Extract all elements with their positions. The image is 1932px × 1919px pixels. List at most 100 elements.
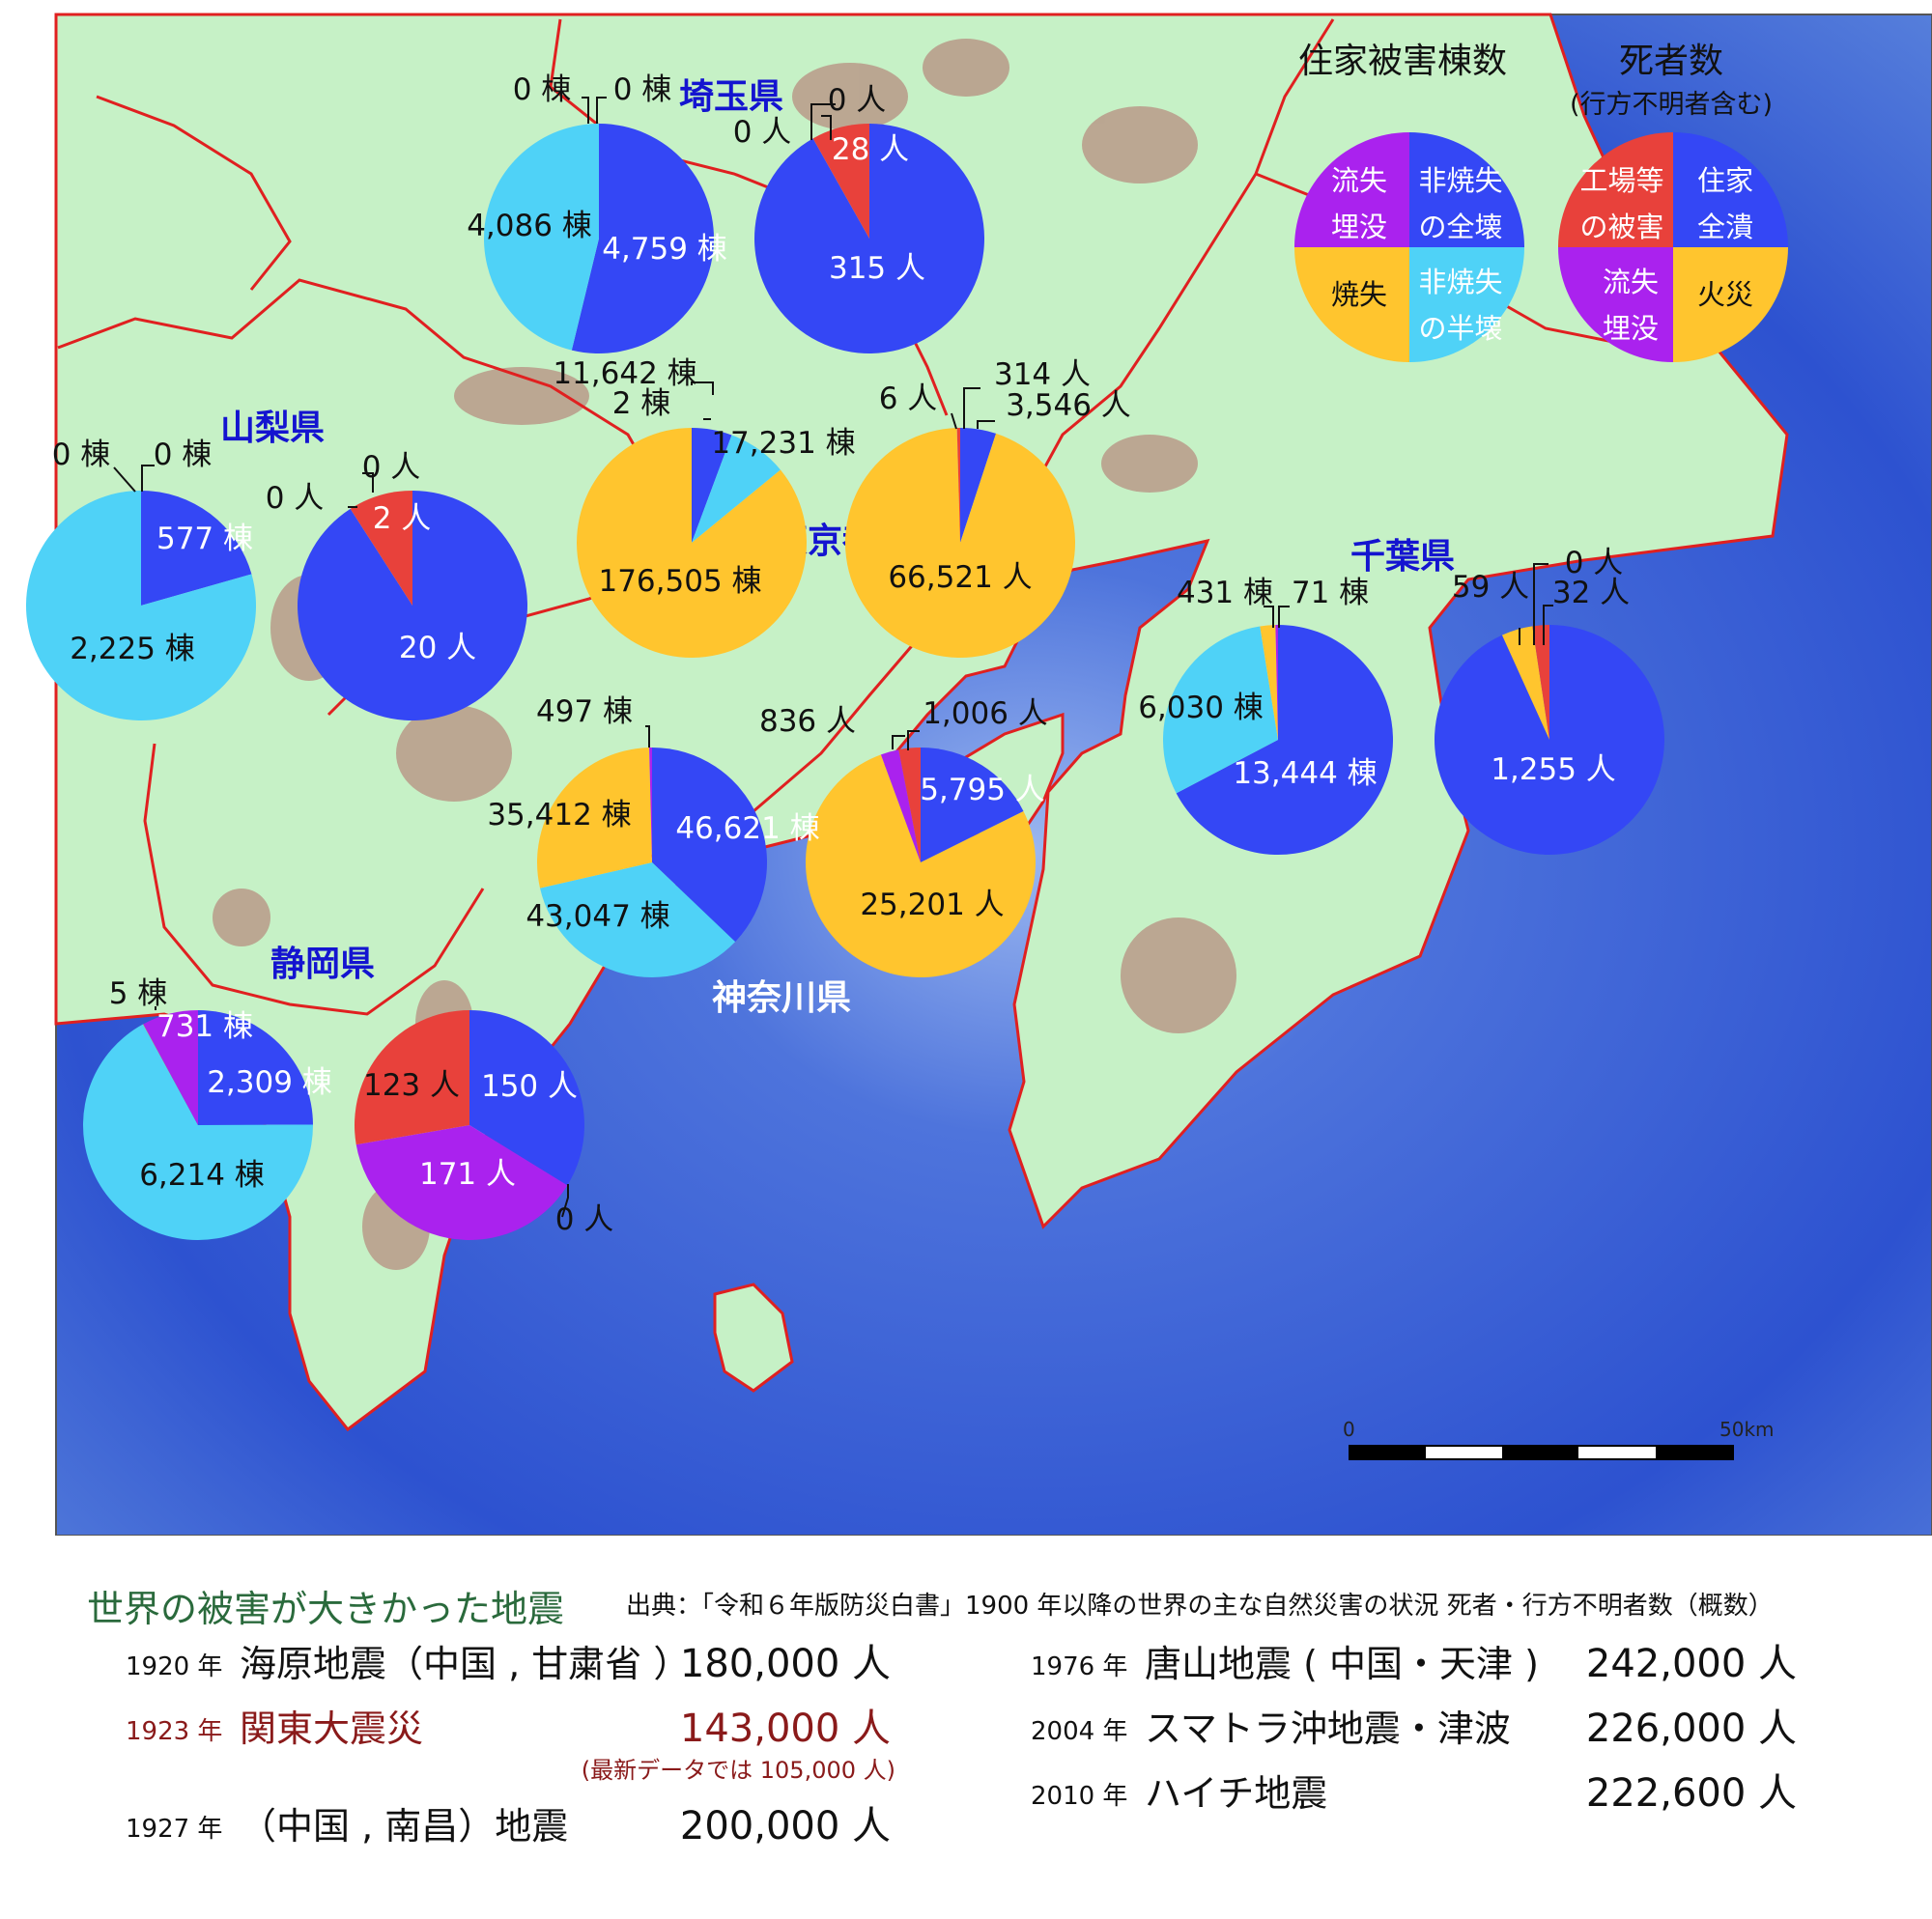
pie-label-2-deaths-fire: 66,521 人 (888, 560, 1032, 595)
pie-slice-4-d-factory (898, 748, 921, 862)
pie-slice-2-d-collapse (960, 428, 997, 543)
legend-deaths-se-1: 火災 (1697, 278, 1753, 311)
prefecture-names: 埼玉県 山梨県 東京都 千葉県 神奈川県 静岡県 (220, 77, 1455, 1018)
leader-line-14 (1278, 606, 1290, 628)
pie-label-3-deaths-collapse: 1,255 人 (1491, 752, 1616, 787)
leader-line-19 (892, 735, 905, 749)
pie-label-3-housing-fire: 431 棟 (1177, 576, 1273, 610)
pie-slice-4-d-fire (806, 754, 1036, 977)
pie-charts (26, 124, 1664, 1240)
pie-label-0-deaths-collapse: 315 人 (829, 251, 925, 286)
pie-slice-4-h-collapse (652, 748, 767, 943)
pie-label-5-deaths-factory: 123 人 (363, 1068, 460, 1103)
pie-slice-3-h-half (1163, 626, 1278, 794)
pie-label-5-housing-fire: 5 棟 (109, 976, 168, 1011)
pie-slice-4-h-fire (537, 748, 652, 889)
pie-label-2-deaths-flood: 6 人 (879, 381, 938, 416)
leader-line-3 (810, 103, 836, 140)
world-right-1-name: スマトラ沖地震・津波 (1145, 1707, 1511, 1750)
pie-label-2-housing-fire: 176,505 棟 (598, 564, 761, 599)
pie-label-5-deaths-flood: 171 人 (419, 1157, 516, 1192)
pie-labels: 4,759 棟 4,086 棟 0 棟 0 棟 315 人 28 人 0 人 0 人 577 棟… (52, 72, 1630, 1237)
pie-slice-3-h-flood (1275, 625, 1278, 740)
pie-label-1-deaths-flood: 0 人 (362, 450, 421, 485)
pie-label-2-deaths-factory: 314 人 (994, 357, 1091, 392)
legend-deaths-nw-2: の被害 (1579, 211, 1663, 243)
pie-slice-1-d-collapse (298, 491, 528, 720)
pie-label-3-housing-flood: 71 棟 (1292, 576, 1369, 610)
pie-label-5-deaths-fire: 0 人 (555, 1202, 614, 1237)
pie-label-3-deaths-flood: 0 人 (1565, 546, 1624, 580)
pie-label-1-housing-collapse: 577 棟 (156, 522, 253, 556)
legend-housing-ne (1409, 132, 1524, 247)
scale-bar: 0 50km (1343, 1418, 1775, 1460)
legend-housing-title: 住家被害棟数 (1298, 42, 1507, 81)
legend-housing-sw-1: 焼失 (1331, 278, 1387, 311)
pie-slice-3-d-fire (1501, 626, 1549, 740)
pie-slice-2-d-fire (845, 428, 1076, 659)
pie-label-5-housing-half: 6,214 棟 (139, 1158, 265, 1193)
world-right-0-deaths: 242,000 人 (1585, 1642, 1797, 1686)
pie-label-4-deaths-factory: 1,006 人 (923, 696, 1048, 731)
pie-label-5-deaths-collapse: 150 人 (481, 1069, 578, 1104)
legend-deaths-ne-2: 全潰 (1697, 211, 1753, 243)
pie-label-4-housing-collapse: 46,621 棟 (675, 811, 819, 846)
world-left-0-name: 海原地震（中国 , 甘粛省 ） (240, 1643, 691, 1685)
pie-slice-5-h-half (83, 1024, 313, 1240)
pie-label-5-housing-collapse: 2,309 棟 (207, 1065, 332, 1100)
pie-slice-5-h-collapse (198, 1010, 313, 1125)
pie-label-1-deaths-fire: 0 人 (266, 481, 325, 516)
pie-slice-5-d-factory (354, 1010, 469, 1145)
pie-label-4-housing-half: 43,047 棟 (526, 899, 669, 934)
legend-deaths-subtitle: (行方不明者含む) (1570, 90, 1773, 120)
leader-line-8 (691, 381, 714, 395)
pie-label-0-housing-flood: 0 棟 (613, 72, 672, 107)
pie-slice-5-d-flood (355, 1125, 568, 1240)
pie-label-3-deaths-fire: 59 人 (1452, 570, 1529, 605)
pie-slice-0-d-collapse (754, 124, 985, 353)
scale-label-end: 50km (1719, 1418, 1775, 1441)
legend-deaths-ne (1673, 132, 1788, 247)
leader-line-4 (141, 465, 155, 492)
world-right-2-deaths: 222,600 人 (1585, 1771, 1797, 1816)
leader-line-2 (821, 115, 832, 140)
world-left-2-deaths: 200,000 人 (679, 1804, 891, 1848)
leader-line-10 (963, 387, 980, 429)
legend-deaths-pie: 住家 全潰 工場等 の被害 流失 埋没 火災 (1558, 132, 1788, 362)
pie-label-2-housing-half: 17,231 棟 (711, 426, 855, 461)
world-right-0-name: 唐山地震 ( 中国・天津 ) (1145, 1643, 1539, 1685)
leader-lines (113, 97, 1553, 1218)
legend: 住家被害棟数 死者数 (行方不明者含む) 非焼失 の全壊 流失 埋没 焼失 非焼… (1294, 42, 1788, 362)
leader-line-22 (561, 1184, 569, 1218)
pie-label-0-deaths-fire: 0 人 (733, 115, 792, 150)
pie-label-3-housing-collapse: 13,444 棟 (1233, 756, 1377, 791)
legend-housing-nw-1: 流失 (1331, 164, 1387, 197)
pref-name-chiba: 千葉県 (1350, 537, 1455, 577)
legend-deaths-nw-1: 工場等 (1579, 164, 1663, 197)
world-left-2-name: （中国 , 南昌）地震 (240, 1805, 569, 1848)
legend-housing-se-1: 非焼失 (1418, 266, 1502, 298)
pie-label-0-housing-collapse: 4,759 棟 (602, 232, 727, 267)
world-left-1-deaths: 143,000 人 (679, 1707, 891, 1751)
pie-label-0-deaths-flood: 0 人 (828, 83, 887, 118)
pie-slice-3-d-factory (1532, 625, 1549, 740)
legend-deaths-sw (1558, 247, 1673, 362)
pie-slice-3-h-collapse (1176, 625, 1394, 855)
pie-label-0-housing-half: 4,086 棟 (467, 209, 592, 243)
world-left-2-year: 1927 年 (126, 1815, 223, 1844)
pie-slice-2-h-half (692, 435, 781, 543)
world-left-1-name: 関東大震災 (240, 1707, 424, 1750)
leader-line-5 (113, 466, 136, 493)
pie-label-2-housing-flood: 2 棟 (612, 386, 671, 421)
leader-line-11 (977, 420, 995, 429)
pie-slice-5-h-flood (143, 1010, 198, 1125)
leader-line-18 (645, 725, 650, 748)
pie-slice-4-h-flood (649, 748, 652, 862)
pie-label-5-housing-flood: 731 棟 (156, 1009, 253, 1044)
pie-label-4-deaths-collapse: 5,795 人 (920, 773, 1045, 807)
pie-slice-2-d-factory (956, 428, 960, 543)
pie-slice-4-h-half (540, 862, 736, 978)
world-left-0-year: 1920 年 (126, 1652, 223, 1681)
leader-line-1 (582, 97, 589, 124)
pie-slice-0-h-half (484, 124, 599, 351)
